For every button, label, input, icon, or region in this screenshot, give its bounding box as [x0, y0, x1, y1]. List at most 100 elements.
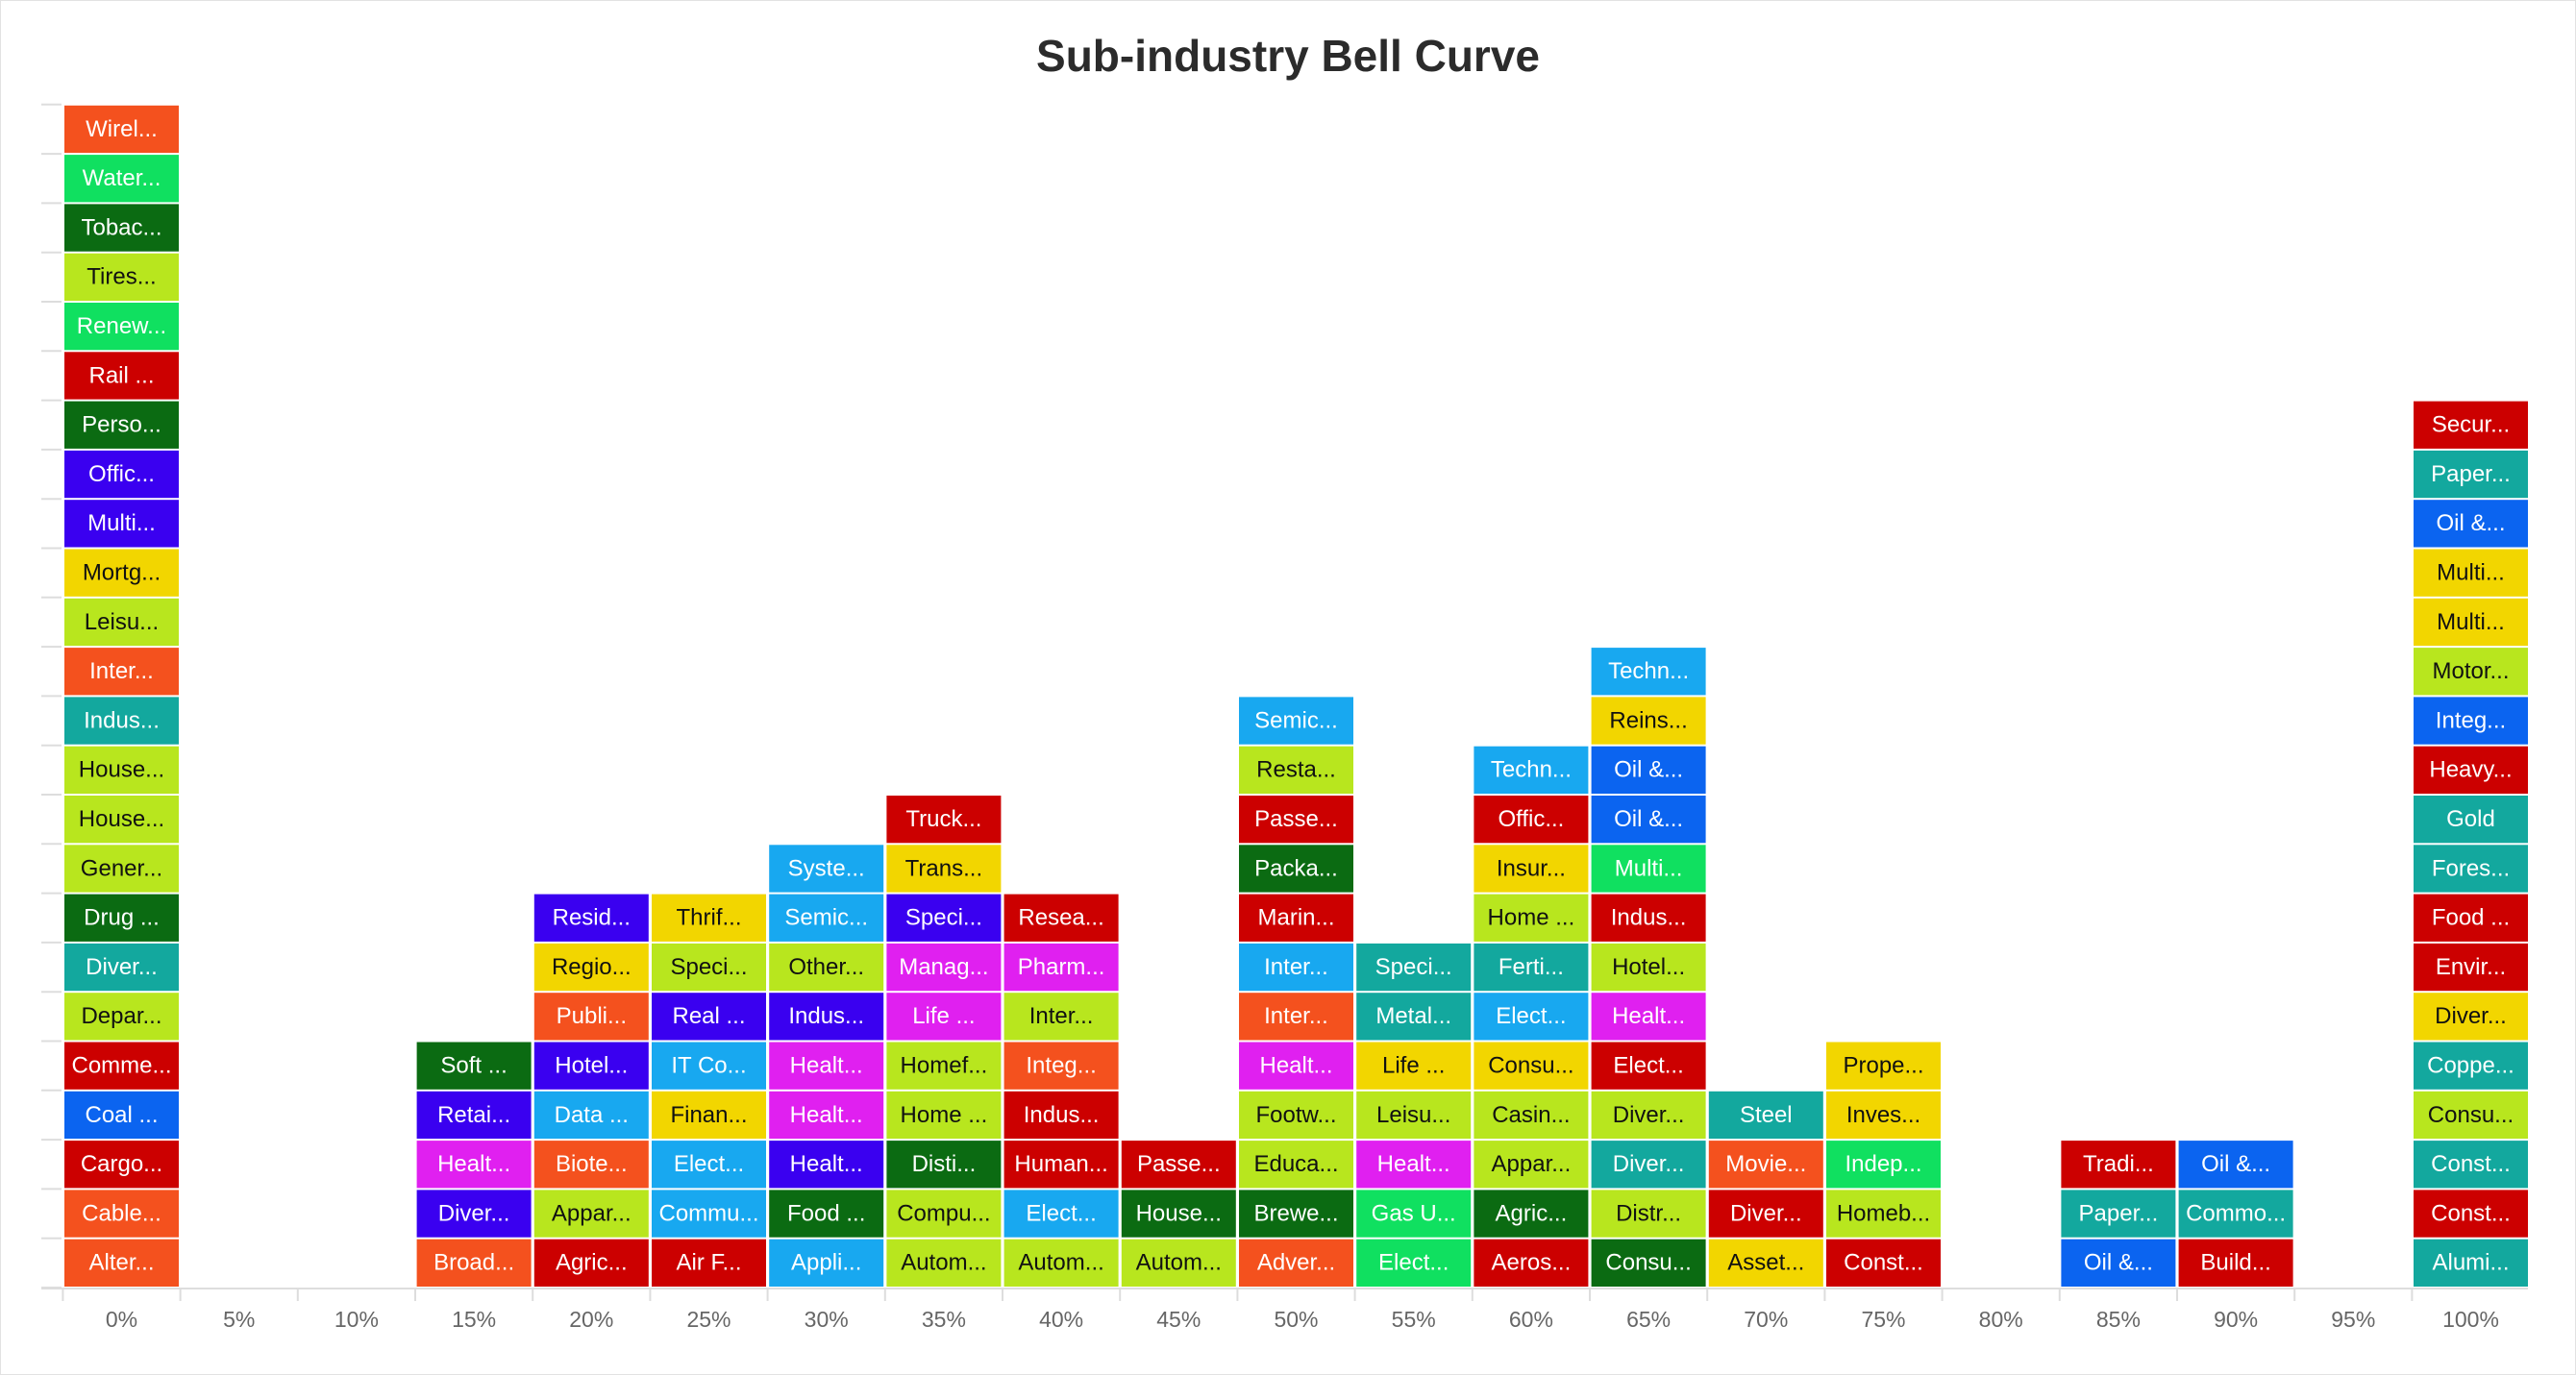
item-label: Disti...: [912, 1151, 977, 1177]
item-box: [652, 1190, 766, 1238]
item-label: Healt...: [1612, 1003, 1685, 1029]
item-label: Healt...: [790, 1102, 863, 1128]
item-box: [2414, 1042, 2528, 1090]
item-label: Appar...: [552, 1200, 632, 1226]
item-label: Homef...: [901, 1052, 988, 1078]
item-box: [1826, 1239, 1941, 1287]
item-box: [533, 1239, 649, 1287]
item-label: Brewe...: [1253, 1200, 1338, 1226]
item-box: [533, 943, 649, 992]
item-box: [1591, 894, 1706, 942]
item-box: [2414, 746, 2528, 794]
item-box: [64, 549, 179, 597]
item-label: Tires...: [87, 264, 156, 290]
item-label: Speci...: [670, 954, 747, 980]
item-box: [64, 1239, 179, 1287]
x-tick-label: 35%: [922, 1307, 966, 1332]
item-box: [416, 1190, 532, 1238]
item-box: [64, 500, 179, 548]
item-label: Elect...: [1026, 1200, 1096, 1226]
x-tick-label: 95%: [2331, 1307, 2375, 1332]
item-box: [1474, 1091, 1589, 1140]
item-box: [769, 845, 884, 893]
item-box: [2414, 648, 2528, 696]
item-label: Ferti...: [1499, 954, 1564, 980]
item-label: IT Co...: [671, 1052, 746, 1078]
x-tick-label: 100%: [2442, 1307, 2499, 1332]
x-tick-label: 70%: [1744, 1307, 1788, 1332]
item-label: Leisu...: [1376, 1102, 1450, 1128]
item-label: Elect...: [1378, 1250, 1449, 1276]
item-box: [2414, 549, 2528, 597]
item-label: Distr...: [1616, 1200, 1681, 1226]
item-box: [886, 1239, 1002, 1287]
item-label: Home ...: [1488, 905, 1575, 931]
item-label: Prope...: [1843, 1052, 1923, 1078]
item-box: [886, 943, 1002, 992]
item-label: Agric...: [1496, 1200, 1568, 1226]
item-label: Heavy...: [2429, 757, 2512, 783]
item-box: [2178, 1190, 2293, 1238]
item-box: [416, 1239, 532, 1287]
item-label: Pharm...: [1018, 954, 1105, 980]
item-label: Footw...: [1255, 1102, 1336, 1128]
item-box: [2178, 1239, 2293, 1287]
item-label: Resid...: [553, 905, 631, 931]
item-label: Secur...: [2432, 412, 2510, 438]
item-label: Healt...: [1377, 1151, 1450, 1177]
item-label: Oil &...: [1614, 806, 1683, 832]
item-label: Autom...: [1136, 1250, 1222, 1276]
item-box: [64, 1091, 179, 1140]
item-label: Offic...: [88, 461, 155, 487]
item-label: Gener...: [81, 855, 162, 881]
item-box: [1708, 1141, 1823, 1189]
item-label: Asset...: [1727, 1250, 1804, 1276]
item-label: Speci...: [905, 905, 982, 931]
item-box: [1826, 1141, 1941, 1189]
item-label: Const...: [1844, 1250, 1923, 1276]
item-label: Finan...: [670, 1102, 747, 1128]
item-box: [1239, 746, 1353, 794]
item-box: [1003, 894, 1119, 942]
item-label: Diver...: [86, 954, 158, 980]
item-box: [652, 1091, 766, 1140]
item-box: [652, 993, 766, 1041]
item-box: [886, 1190, 1002, 1238]
item-box: [1239, 1042, 1353, 1090]
item-box: [1239, 1239, 1353, 1287]
item-label: Inves...: [1846, 1102, 1920, 1128]
item-label: Other...: [788, 954, 864, 980]
item-box: [2061, 1141, 2176, 1189]
item-box: [1708, 1190, 1823, 1238]
item-label: Comme...: [71, 1052, 171, 1078]
item-box: [2414, 1190, 2528, 1238]
item-label: Elect...: [1496, 1003, 1566, 1029]
item-label: Coppe...: [2427, 1052, 2514, 1078]
item-box: [2178, 1141, 2293, 1189]
item-label: Consu...: [2428, 1102, 2514, 1128]
item-label: Healt...: [437, 1151, 510, 1177]
item-box: [1003, 1042, 1119, 1090]
item-label: Diver...: [2435, 1003, 2507, 1029]
item-box: [1591, 1091, 1706, 1140]
item-label: Diver...: [1613, 1151, 1685, 1177]
item-box: [2414, 1091, 2528, 1140]
item-label: Fores...: [2432, 855, 2510, 881]
item-box: [416, 1141, 532, 1189]
item-label: Diver...: [1730, 1200, 1802, 1226]
item-box: [64, 845, 179, 893]
item-box: [533, 1091, 649, 1140]
item-box: [2414, 993, 2528, 1041]
item-label: House...: [79, 757, 164, 783]
item-label: Multi...: [2437, 559, 2505, 585]
item-box: [886, 1141, 1002, 1189]
item-box: [64, 1141, 179, 1189]
item-box: [64, 204, 179, 252]
item-label: Steel: [1740, 1102, 1793, 1128]
item-label: Hotel...: [1612, 954, 1685, 980]
item-box: [769, 1042, 884, 1090]
item-box: [533, 894, 649, 942]
item-box: [1239, 894, 1353, 942]
item-label: Indus...: [1611, 905, 1687, 931]
item-box: [1474, 1141, 1589, 1189]
